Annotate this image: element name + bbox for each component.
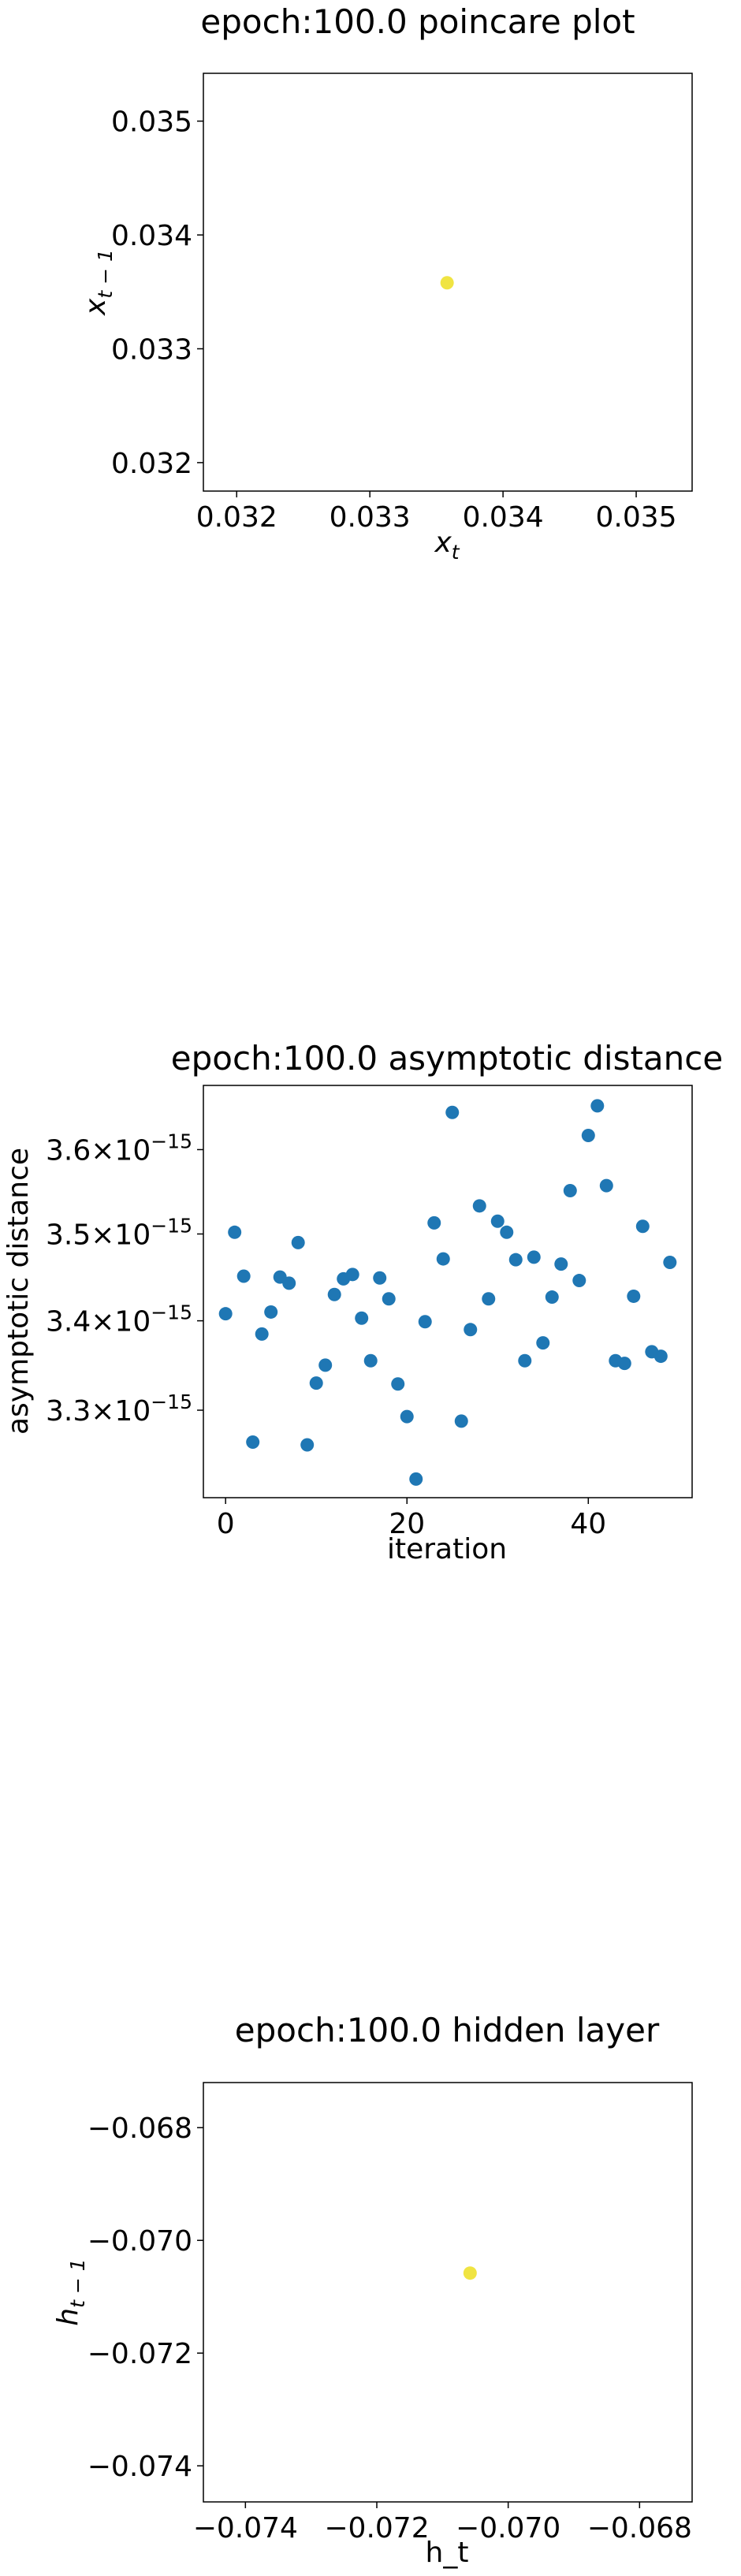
hidden-layer-y-tick-label: −0.072	[88, 2338, 192, 2370]
asymptotic-point	[300, 1438, 315, 1452]
poincare-plot-area	[203, 73, 693, 492]
poincare-title: epoch:100.0 poincare plot	[200, 2, 635, 41]
hidden-layer-y-ticks: −0.074 −0.072 −0.070 −0.068	[88, 2113, 203, 2483]
asymptotic-x-tick-label: 20	[389, 1508, 425, 1540]
asymptotic-y-ticks: 3.3×10−15 3.4×10−15 3.5×10−15 3.6×10−15	[46, 1130, 203, 1428]
hidden-layer-point	[463, 2266, 477, 2280]
hidden-layer-x-tick-label: −0.068	[587, 2512, 692, 2544]
asymptotic-point	[363, 1353, 378, 1368]
hidden-layer-points	[463, 2266, 477, 2280]
asymptotic-y-tick-label: 3.6×10−15	[46, 1130, 192, 1167]
hidden-layer-plot-area	[203, 2082, 693, 2503]
asymptotic-point	[482, 1292, 496, 1306]
asymptotic-point	[436, 1252, 450, 1266]
poincare-x-tick-label: 0.033	[330, 501, 411, 534]
asymptotic-point	[554, 1257, 568, 1271]
asymptotic-point	[454, 1414, 468, 1428]
asymptotic-point	[309, 1376, 323, 1390]
asymptotic-point	[218, 1307, 233, 1321]
hidden-layer-x-tick-label: −0.074	[193, 2512, 298, 2544]
asymptotic-point	[635, 1219, 650, 1234]
asymptotic-point	[527, 1250, 541, 1264]
asymptotic-points	[218, 1099, 677, 1486]
asymptotic-point	[627, 1289, 641, 1303]
asymptotic-point	[355, 1311, 369, 1325]
poincare-y-tick-label: 0.035	[111, 106, 192, 139]
asymptotic-title: epoch:100.0 asymptotic distance	[171, 1039, 723, 1078]
poincare-x-ticks: 0.032 0.033 0.034 0.035	[196, 491, 677, 534]
asymptotic-point	[508, 1253, 523, 1267]
asymptotic-point	[382, 1292, 396, 1306]
asymptotic-point	[409, 1472, 423, 1486]
asymptotic-y-tick-label: 3.5×10−15	[46, 1214, 192, 1251]
asymptotic-chart: epoch:100.0 asymptotic distance 0 20 40 3.…	[2, 1039, 723, 1565]
asymptotic-point	[282, 1276, 296, 1290]
asymptotic-point	[490, 1214, 505, 1228]
asymptotic-point	[228, 1225, 242, 1239]
asymptotic-point	[327, 1287, 341, 1301]
asymptotic-plot-area	[203, 1085, 693, 1498]
hidden-layer-y-tick-label: −0.068	[88, 2113, 192, 2145]
hidden-layer-x-tick-label: −0.070	[456, 2512, 560, 2544]
asymptotic-point	[445, 1105, 460, 1119]
hidden-layer-x-tick-label: −0.072	[324, 2512, 429, 2544]
asymptotic-point	[236, 1269, 251, 1283]
asymptotic-point	[418, 1315, 432, 1329]
hidden-layer-chart: epoch:100.0 hidden layer −0.074 −0.072 −0.…	[52, 2011, 693, 2569]
asymptotic-point	[291, 1235, 305, 1249]
asymptotic-point	[373, 1271, 387, 1285]
poincare-point	[440, 276, 454, 290]
asymptotic-x-tick-label: 40	[570, 1508, 606, 1540]
poincare-x-tick-label: 0.035	[596, 501, 677, 534]
asymptotic-x-label: iteration	[387, 1533, 507, 1565]
hidden-layer-x-ticks: −0.074 −0.072 −0.070 −0.068	[193, 2502, 692, 2544]
asymptotic-point	[563, 1184, 577, 1198]
asymptotic-point	[572, 1274, 586, 1288]
hidden-layer-y-tick-label: −0.070	[88, 2225, 192, 2258]
asymptotic-x-tick-label: 0	[217, 1508, 235, 1540]
poincare-y-tick-label: 0.034	[111, 220, 192, 252]
poincare-y-ticks: 0.032 0.033 0.034 0.035	[111, 106, 203, 480]
asymptotic-point	[464, 1323, 478, 1337]
asymptotic-point	[500, 1225, 514, 1239]
asymptotic-point	[255, 1327, 269, 1341]
poincare-y-label: xt − 1	[80, 249, 117, 316]
asymptotic-point	[518, 1353, 532, 1368]
asymptotic-point	[318, 1358, 333, 1372]
poincare-points	[440, 276, 454, 290]
asymptotic-point	[536, 1336, 550, 1350]
asymptotic-x-ticks: 0 20 40	[217, 1498, 606, 1540]
asymptotic-point	[590, 1099, 605, 1113]
asymptotic-point	[545, 1290, 559, 1305]
asymptotic-point	[663, 1255, 677, 1269]
asymptotic-point	[581, 1129, 595, 1143]
asymptotic-point	[345, 1268, 359, 1282]
poincare-y-tick-label: 0.033	[111, 333, 192, 366]
asymptotic-point	[472, 1199, 486, 1213]
asymptotic-point	[653, 1349, 668, 1364]
hidden-layer-x-label: h_t	[426, 2537, 469, 2569]
hidden-layer-y-label: ht − 1	[52, 2258, 89, 2325]
asymptotic-point	[246, 1435, 260, 1450]
asymptotic-point	[617, 1357, 631, 1371]
asymptotic-y-tick-label: 3.4×10−15	[46, 1301, 192, 1338]
asymptotic-point	[400, 1409, 414, 1424]
asymptotic-point	[391, 1377, 405, 1391]
hidden-layer-y-tick-label: −0.074	[88, 2451, 192, 2483]
asymptotic-y-tick-label: 3.3×10−15	[46, 1390, 192, 1428]
poincare-y-tick-label: 0.032	[111, 448, 192, 480]
poincare-x-label: xt	[434, 527, 460, 564]
poincare-chart: epoch:100.0 poincare plot 0.032 0.033 0.03…	[80, 2, 693, 564]
asymptotic-y-label: asymptotic distance	[2, 1148, 35, 1435]
asymptotic-point	[264, 1305, 278, 1319]
poincare-x-tick-label: 0.034	[463, 501, 544, 534]
asymptotic-point	[427, 1215, 441, 1230]
hidden-layer-title: epoch:100.0 hidden layer	[235, 2011, 660, 2049]
asymptotic-point	[599, 1178, 613, 1193]
poincare-x-tick-label: 0.032	[196, 501, 277, 534]
